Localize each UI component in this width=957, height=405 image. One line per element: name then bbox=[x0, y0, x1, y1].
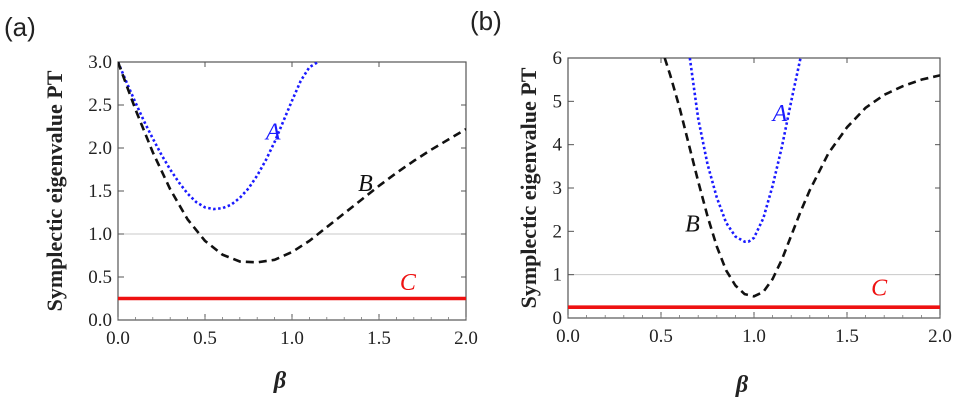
y-axis-title: Symplectic eigenvalue PT bbox=[42, 70, 67, 311]
y-tick-label: 0.5 bbox=[88, 267, 112, 288]
y-tick-label: 5 bbox=[553, 91, 563, 112]
x-tick-label: 0.5 bbox=[649, 326, 673, 347]
series-line-B bbox=[663, 58, 940, 298]
y-tick-label: 1 bbox=[553, 265, 563, 286]
series-group bbox=[118, 62, 466, 301]
y-tick-label: 3 bbox=[553, 178, 563, 199]
x-tick-label: 1.5 bbox=[835, 326, 859, 347]
x-tick-label: 2.0 bbox=[928, 326, 952, 347]
x-tick-label: 1.0 bbox=[742, 326, 766, 347]
x-axis-title: β bbox=[273, 368, 287, 394]
curve-label-C: C bbox=[400, 270, 417, 296]
panel-0: (a) 0.0 0.5 1.0 1.5 2.0 0.0 0.5 1.0 1.5 2.0 2.5 3.0 S… bbox=[4, 12, 478, 394]
series-line-A bbox=[118, 62, 319, 211]
panel-label: (a) bbox=[4, 12, 36, 42]
curve-label-B: B bbox=[358, 171, 373, 197]
x-tick-label: 0.0 bbox=[106, 328, 130, 349]
y-tick-label: 2.0 bbox=[88, 138, 112, 159]
series-line-A bbox=[688, 58, 802, 244]
y-tick-label: 1.5 bbox=[88, 181, 112, 202]
y-axis-title: Symplectic eigenvalue PT bbox=[516, 67, 541, 308]
curve-label-A: A bbox=[264, 119, 281, 145]
x-tick-label: 1.5 bbox=[367, 328, 391, 349]
x-axis-title: β bbox=[735, 372, 749, 398]
y-tick-label: 3.0 bbox=[88, 52, 112, 73]
y-tick-label: 2 bbox=[553, 221, 563, 242]
x-tick-label: 1.0 bbox=[280, 328, 304, 349]
curve-label-A: A bbox=[771, 101, 788, 127]
panel-label: (b) bbox=[470, 6, 502, 36]
curve-label-B: B bbox=[685, 211, 700, 237]
series-line-B bbox=[118, 62, 466, 264]
y-tick-label: 1.0 bbox=[88, 224, 112, 245]
series-group bbox=[568, 58, 940, 309]
y-tick-label: 0 bbox=[553, 308, 563, 329]
x-tick-label: 2.0 bbox=[454, 328, 478, 349]
curve-label-C: C bbox=[871, 275, 888, 301]
y-tick-label: 0.0 bbox=[88, 310, 112, 331]
y-tick-label: 2.5 bbox=[88, 95, 112, 116]
x-tick-label: 0.0 bbox=[556, 326, 580, 347]
y-tick-label: 4 bbox=[553, 135, 563, 156]
y-tick-label: 6 bbox=[553, 48, 563, 69]
panel-1: (b) 0.0 0.5 1.0 1.5 2.0 0 1 2 3 4 5 6 Symplectic eige… bbox=[470, 6, 952, 398]
x-tick-label: 0.5 bbox=[193, 328, 217, 349]
